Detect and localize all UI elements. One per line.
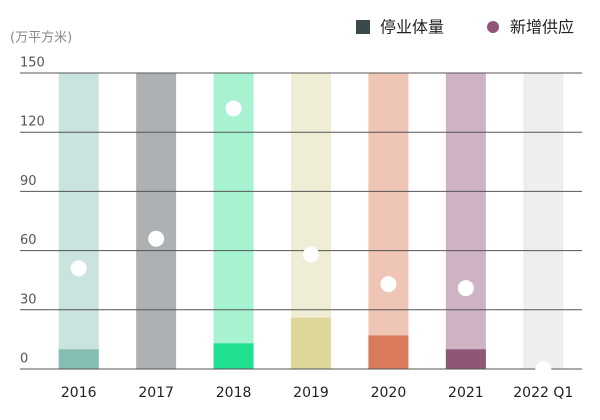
- y-tick-label: 120: [20, 115, 45, 130]
- y-tick-label: 30: [20, 292, 37, 307]
- x-tick-label: 2022 Q1: [513, 385, 573, 401]
- point: [148, 230, 165, 247]
- bar: [58, 349, 99, 369]
- point: [457, 280, 474, 297]
- legend: 停业体量 新增供应: [356, 18, 574, 37]
- point: [225, 100, 242, 117]
- x-tick-label: 2016: [61, 385, 97, 401]
- bar: [291, 317, 331, 369]
- column-background: [58, 73, 99, 369]
- legend-label: 停业体量: [380, 18, 444, 37]
- x-tick-label: 2017: [138, 385, 174, 401]
- y-tick-label: 60: [20, 233, 37, 248]
- column-background: [523, 73, 564, 369]
- bar: [445, 349, 486, 369]
- point: [535, 361, 552, 377]
- y-tick-label: 150: [20, 56, 45, 71]
- x-tick-label: 2020: [371, 385, 407, 401]
- bar: [368, 335, 409, 369]
- column-background: [213, 73, 254, 369]
- legend-label: 新增供应: [510, 18, 574, 37]
- unit-label: (万平方米): [10, 30, 72, 46]
- legend-swatch: [356, 20, 370, 34]
- x-tick-label: 2021: [448, 385, 484, 401]
- point: [303, 246, 319, 263]
- bar: [213, 343, 254, 369]
- point: [380, 276, 397, 293]
- point: [70, 260, 87, 277]
- column-background: [368, 73, 409, 369]
- x-tick-label: 2019: [293, 385, 329, 401]
- y-tick-label: 90: [20, 174, 37, 189]
- y-tick-label: 0: [20, 352, 28, 367]
- x-tick-label: 2018: [216, 385, 252, 401]
- column-background: [136, 73, 177, 369]
- legend-swatch: [487, 21, 500, 33]
- column-background: [445, 73, 486, 369]
